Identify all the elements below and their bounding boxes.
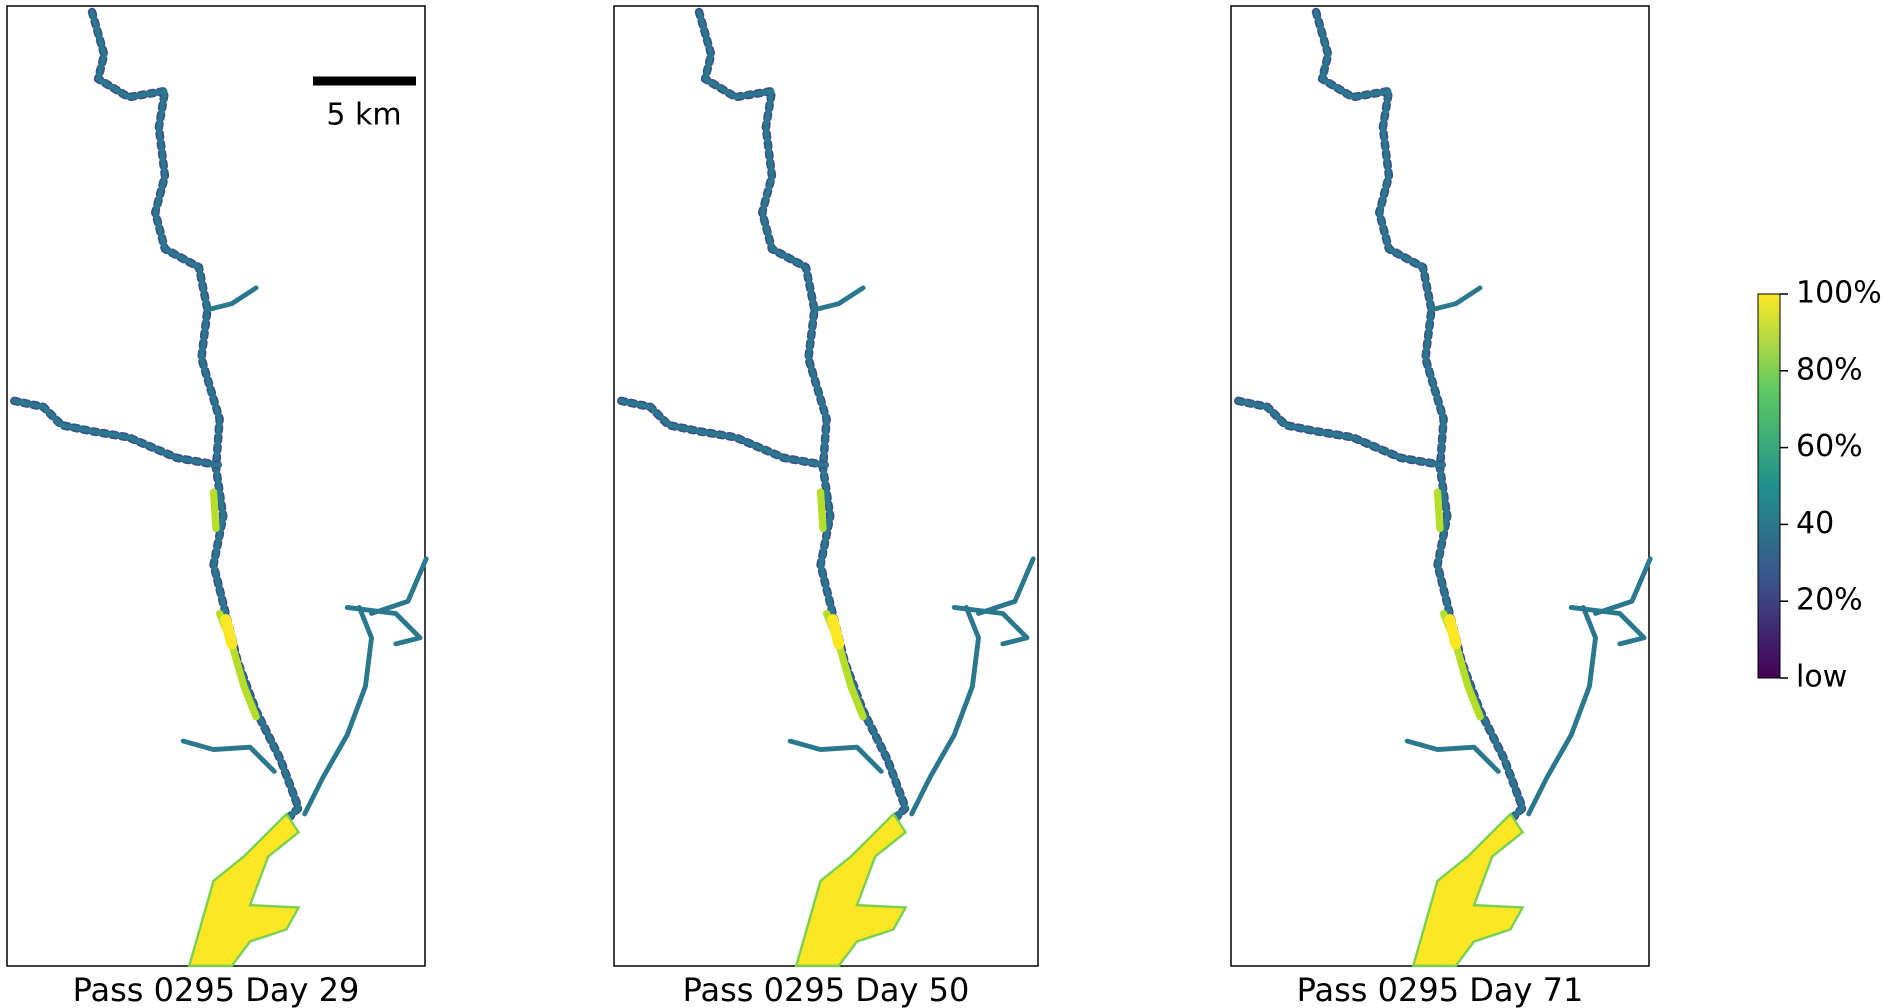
river-map <box>621 12 1033 966</box>
panel-title: Pass 0295 Day 29 <box>73 971 360 1008</box>
colorbar-tick-label: 20% <box>1796 583 1863 618</box>
colorbar-tick-label: 60% <box>1796 429 1863 464</box>
colorbar: 100% 80% 60% 40 20% low <box>1758 276 1882 695</box>
colorbar-tick-label: 100% <box>1796 276 1882 311</box>
scale-bar-label: 5 km <box>326 98 401 133</box>
colorbar-tick-label: low <box>1796 660 1847 695</box>
colorbar-tick-label: 80% <box>1796 352 1863 387</box>
panel: Pass 0295 Day 50 <box>614 6 1038 1008</box>
panel-title: Pass 0295 Day 71 <box>1297 971 1584 1008</box>
river-map <box>14 12 426 966</box>
river-map <box>1238 12 1650 966</box>
panel: 5 km Pass 0295 Day 29 <box>7 6 426 1008</box>
colorbar-tick-label: 40 <box>1796 506 1834 541</box>
colorbar-gradient <box>1758 294 1780 678</box>
panel: Pass 0295 Day 71 <box>1231 6 1650 1008</box>
panel-title: Pass 0295 Day 50 <box>683 971 970 1008</box>
figure: 5 km Pass 0295 Day 29 Pass 0295 Day 50 P… <box>0 0 1895 1008</box>
